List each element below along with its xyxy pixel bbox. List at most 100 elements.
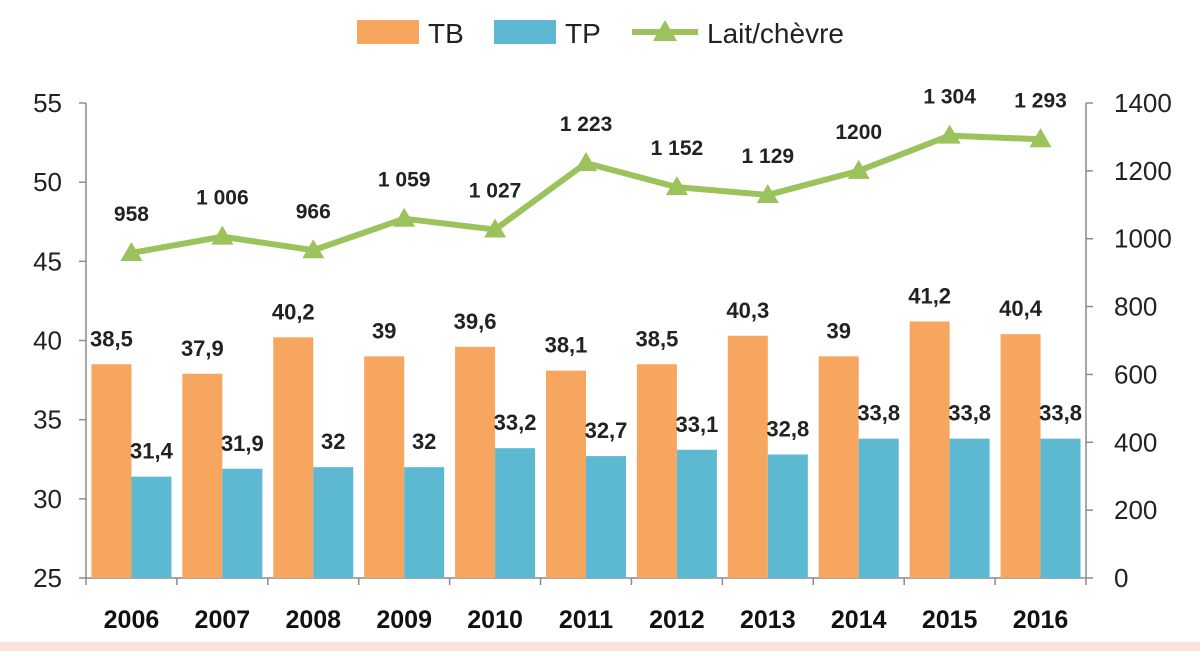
bar-tp (313, 467, 354, 578)
right-tick-label: 1400 (1114, 88, 1172, 118)
data-label-tp: 32 (321, 429, 345, 454)
x-tick-label: 2009 (376, 606, 432, 634)
data-label-tb: 39 (372, 318, 396, 343)
data-label-lait: 1 129 (742, 145, 795, 168)
legend-label-tb: TB (428, 18, 464, 49)
data-labels: 38,5 31,4 37,9 31,9 40,2 32 39 32 39,6 33,2 38,1 32… (90, 86, 1082, 464)
bar-tb (182, 373, 223, 578)
legend: TB TP Lait/chèvre (357, 18, 844, 49)
data-label-lait: 1 006 (196, 187, 249, 210)
left-tick-label: 30 (33, 484, 62, 514)
left-tick-label: 45 (33, 246, 62, 276)
bar-tb (364, 356, 405, 578)
data-label-lait: 1200 (835, 121, 882, 144)
data-label-tb: 40,4 (999, 296, 1043, 321)
bar-tb (727, 335, 768, 578)
left-tick-label: 35 (33, 405, 62, 435)
legend-label-lait: Lait/chèvre (707, 18, 844, 49)
data-label-lait: 958 (114, 203, 149, 226)
bar-tb (636, 364, 677, 578)
x-tick-label: 2008 (285, 606, 341, 634)
right-y-axis: 0 200 400 600 800 1000 1200 1400 (1085, 88, 1172, 593)
data-label-lait: 1 152 (651, 137, 704, 160)
data-label-tp: 32,7 (585, 418, 628, 443)
line-marker (484, 218, 507, 238)
line-marker (665, 176, 688, 196)
bar-tp (131, 476, 172, 578)
data-label-tb: 38,5 (635, 326, 678, 351)
data-label-tp: 32 (412, 429, 436, 454)
data-label-tb: 39 (826, 318, 850, 343)
line-marker (575, 152, 597, 172)
line-marker (120, 241, 143, 261)
left-tick-label: 40 (33, 326, 62, 356)
bar-tb (91, 364, 132, 578)
data-label-tb: 37,9 (181, 336, 224, 361)
data-label-lait: 1 027 (469, 180, 522, 203)
x-tick-label: 2016 (1013, 606, 1069, 634)
bar-tb (818, 356, 859, 578)
data-label-lait: 1 059 (378, 169, 431, 192)
bar-tp (404, 467, 445, 578)
data-label-tp: 33,8 (1039, 401, 1082, 426)
bar-tb (273, 337, 314, 578)
x-tick-label: 2012 (649, 606, 705, 634)
line-marker (1029, 128, 1052, 148)
data-label-tp: 33,1 (675, 412, 718, 437)
right-tick-label: 600 (1114, 359, 1157, 389)
x-tick-label: 2013 (740, 606, 796, 634)
bar-tp (586, 456, 626, 578)
data-label-tb: 40,2 (272, 299, 315, 324)
legend-swatch-tb (357, 20, 419, 44)
x-tick-label: 2007 (195, 606, 251, 634)
data-label-lait: 1 223 (560, 113, 613, 136)
data-label-tp: 31,4 (130, 439, 174, 464)
legend-swatch-tp (494, 20, 556, 44)
x-tick-label: 2011 (559, 606, 613, 634)
line-marker (393, 207, 416, 227)
data-label-lait: 966 (296, 200, 331, 223)
bar-tp (495, 448, 536, 578)
right-tick-label: 200 (1114, 495, 1157, 525)
legend-label-tp: TP (565, 18, 601, 49)
left-tick-label: 25 (33, 563, 62, 593)
data-label-tp: 33,2 (494, 410, 537, 435)
line-marker (847, 159, 870, 179)
data-label-lait: 1 304 (923, 86, 976, 109)
right-tick-label: 400 (1114, 427, 1157, 457)
bar-tp (222, 468, 263, 578)
left-tick-label: 50 (33, 167, 62, 197)
bar-tp (1040, 438, 1081, 578)
x-tick-label: 2015 (922, 606, 978, 634)
bar-tb (1000, 334, 1041, 578)
data-label-tp: 33,8 (948, 401, 991, 426)
x-axis: 2006 2007 2008 2009 2010 2011 2012 2013 2014 2015… (85, 577, 1087, 634)
data-label-tb: 41,2 (908, 284, 951, 309)
line-series (120, 124, 1052, 261)
bar-tb (909, 321, 950, 578)
bar-tp (949, 438, 990, 578)
x-tick-label: 2006 (104, 606, 160, 634)
bar-tb (455, 346, 496, 578)
bar-tb (546, 370, 586, 578)
data-label-tb: 39,6 (454, 309, 497, 334)
right-tick-label: 0 (1114, 563, 1128, 593)
bottom-border (0, 642, 1200, 651)
bar-tp (676, 449, 717, 578)
bar-tp (858, 438, 899, 578)
line-marker (938, 124, 961, 144)
legend-marker-lait (653, 20, 677, 41)
right-tick-label: 1000 (1114, 224, 1172, 254)
x-tick-label: 2010 (467, 606, 523, 634)
line-marker (756, 183, 779, 203)
bars (91, 321, 1081, 578)
right-tick-label: 800 (1114, 292, 1157, 322)
bar-tp (767, 454, 808, 578)
line-marker (211, 225, 234, 245)
data-label-tb: 38,1 (545, 333, 588, 358)
data-label-lait: 1 293 (1014, 89, 1067, 112)
left-y-axis: 25 30 35 40 45 50 55 (33, 88, 87, 593)
data-label-tb: 38,5 (90, 326, 133, 351)
right-tick-label: 1200 (1114, 156, 1172, 186)
left-tick-label: 55 (33, 88, 62, 118)
